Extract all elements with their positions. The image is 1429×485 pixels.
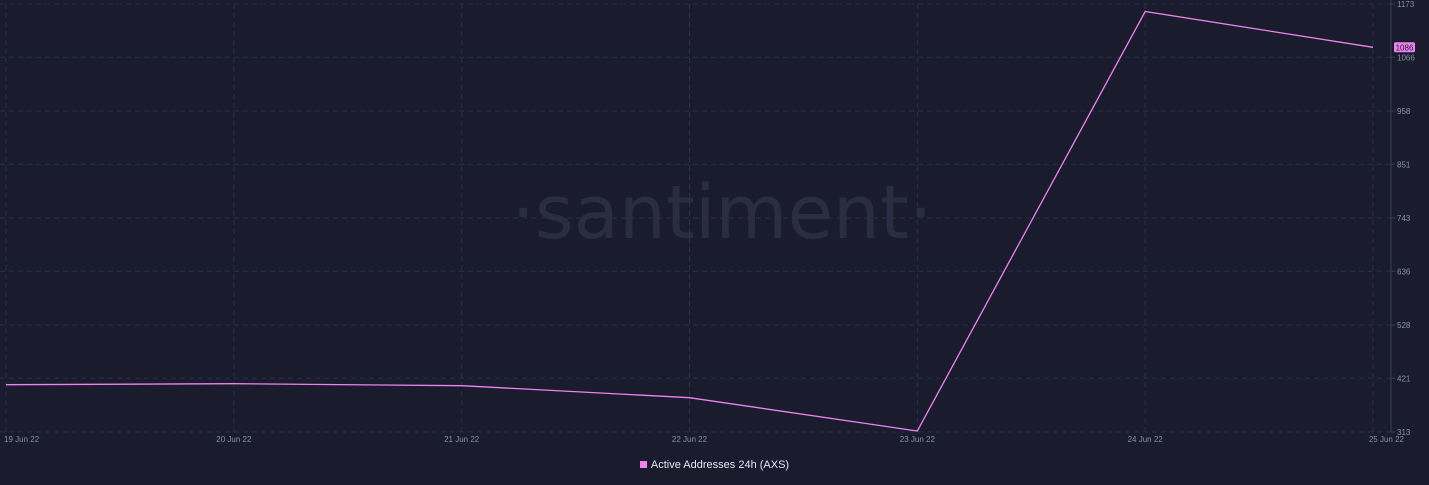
y-tick-label: 528: [1397, 321, 1411, 330]
x-axis: 19 Jun 22 20 Jun 22 21 Jun 22 22 Jun 22 23 J…: [4, 435, 1405, 444]
last-value-label: 1086: [1396, 43, 1414, 52]
x-tick-label: 19 Jun 22: [4, 435, 40, 444]
series-line[interactable]: [5, 10, 1374, 432]
legend-label: Active Addresses 24h (AXS): [650, 459, 790, 471]
x-tick-label: 24 Jun 22: [1128, 435, 1164, 444]
y-tick-label: 313: [1397, 428, 1411, 437]
x-tick-label: 25 Jun 22: [1369, 435, 1405, 444]
x-tick-label: 22 Jun 22: [672, 435, 708, 444]
x-tick-label: 20 Jun 22: [216, 435, 252, 444]
y-tick-label: 851: [1397, 160, 1411, 169]
grid-lines: [0, 3, 1391, 433]
y-tick-label: 743: [1397, 214, 1411, 223]
chart-legend[interactable]: Active Addresses 24h (AXS): [0, 459, 1429, 471]
y-tick-label: 958: [1397, 107, 1411, 116]
santiment-watermark: ·santiment·: [512, 170, 933, 256]
y-tick-label: 421: [1397, 374, 1411, 383]
y-tick-label: 636: [1397, 267, 1411, 276]
y-tick-label: 1173: [1397, 0, 1415, 9]
y-axis: 1173 1066 958 851 743 636 528 421 313 1086: [1390, 0, 1415, 437]
legend-swatch: [639, 461, 647, 468]
x-tick-label: 23 Jun 22: [900, 435, 936, 444]
y-tick-label: 1066: [1397, 53, 1415, 62]
last-value-badge: [1394, 42, 1415, 53]
x-tick-label: 21 Jun 22: [444, 435, 480, 444]
series-layer: [5, 10, 1374, 432]
